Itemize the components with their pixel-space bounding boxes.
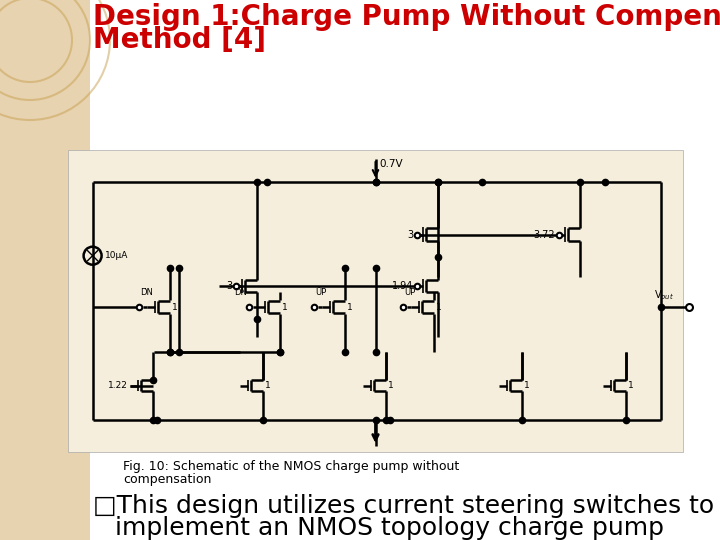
Text: 3: 3 (408, 230, 413, 240)
Bar (68, 150, 683, 452)
Text: 1.22: 1.22 (107, 381, 127, 390)
Text: 1: 1 (436, 302, 442, 312)
Text: D̄N: D̄N (140, 288, 153, 297)
Text: Method [4]: Method [4] (93, 26, 266, 54)
Bar (0, 0, 90, 540)
Text: UP: UP (404, 288, 415, 297)
Text: 1: 1 (388, 381, 394, 390)
Text: 0.7V: 0.7V (379, 159, 403, 169)
Text: 1: 1 (347, 302, 353, 312)
Text: implement an NMOS topology charge pump: implement an NMOS topology charge pump (115, 516, 664, 540)
Text: 1: 1 (265, 381, 271, 390)
Text: □This design utilizes current steering switches to: □This design utilizes current steering s… (93, 494, 714, 518)
Text: 1: 1 (282, 302, 288, 312)
Text: 1: 1 (628, 381, 634, 390)
Text: Fig. 10: Schematic of the NMOS charge pump without: Fig. 10: Schematic of the NMOS charge pu… (123, 460, 459, 473)
Text: 1: 1 (172, 302, 177, 312)
Text: V$_{out}$: V$_{out}$ (654, 288, 674, 302)
Text: 1: 1 (523, 381, 529, 390)
Text: DN: DN (235, 288, 248, 297)
Text: 1.94: 1.94 (392, 281, 413, 291)
Text: 3: 3 (226, 281, 232, 291)
Text: compensation: compensation (123, 473, 212, 486)
Text: 10μA: 10μA (104, 251, 128, 260)
Text: Design 1:Charge Pump Without Compensation: Design 1:Charge Pump Without Compensatio… (93, 3, 720, 31)
Bar (90, 0, 720, 540)
Text: 3.72: 3.72 (534, 230, 555, 240)
Text: ŪP: ŪP (315, 288, 326, 297)
